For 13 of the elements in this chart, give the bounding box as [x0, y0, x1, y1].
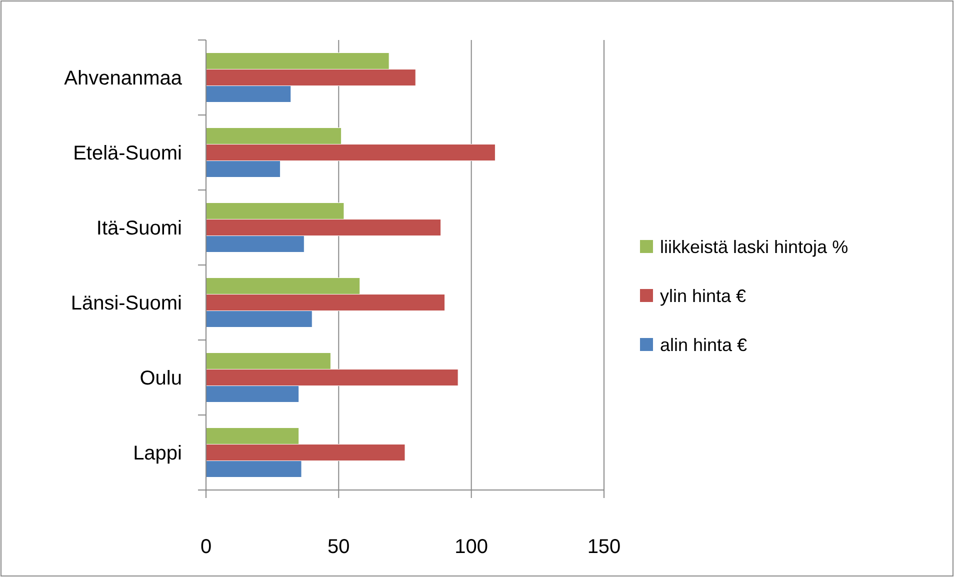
x-tick-label: 150	[587, 536, 621, 558]
y-tick-label: Lappi	[133, 442, 182, 464]
x-tick-label: 100	[454, 536, 488, 558]
y-tick-label: Ahvenanmaa	[64, 68, 183, 90]
y-tick-label: Itä-Suomi	[96, 218, 182, 240]
y-tick-label: Länsi-Suomi	[70, 292, 182, 314]
x-tick-label: 50	[328, 536, 350, 558]
legend-label: ylin hinta €	[660, 286, 746, 306]
legend-label: liikkeistä laski hintoja %	[660, 237, 848, 257]
legend-label: alin hinta €	[660, 335, 748, 355]
x-tick-label: 0	[200, 536, 212, 558]
y-tick-label: Oulu	[140, 368, 182, 390]
y-tick-label: Etelä-Suomi	[73, 142, 182, 164]
